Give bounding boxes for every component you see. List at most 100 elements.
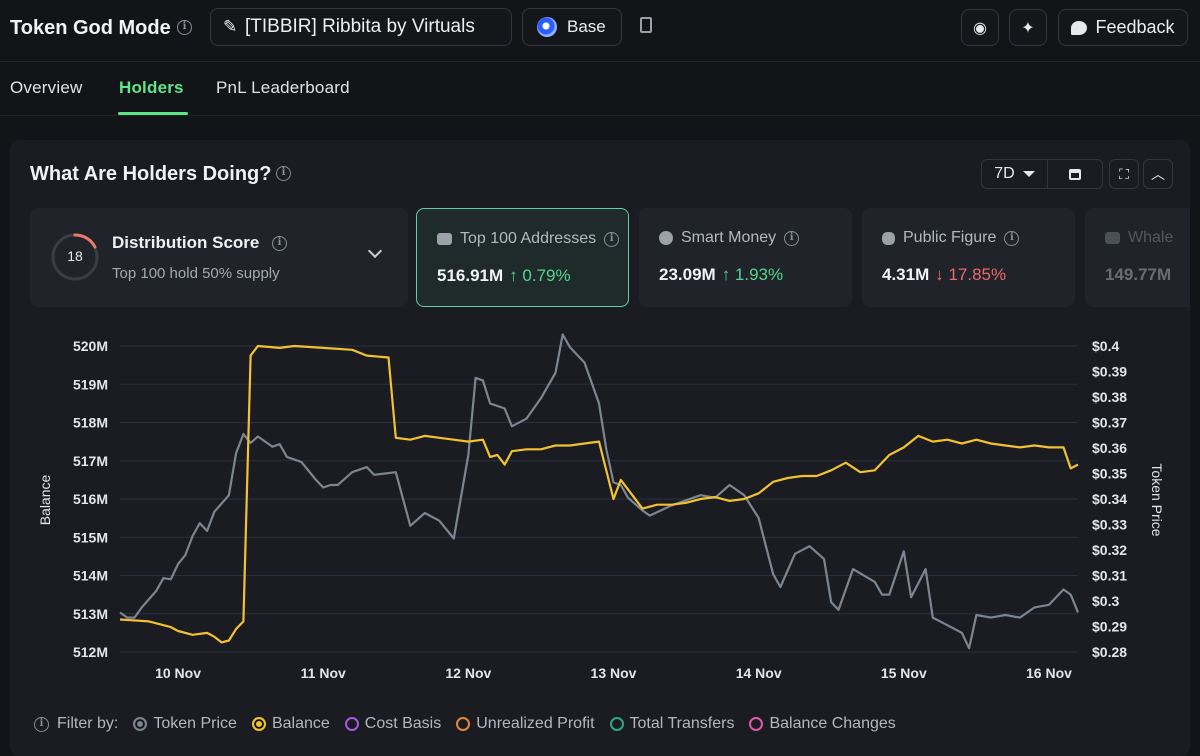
- info-icon[interactable]: i: [177, 20, 192, 35]
- legend: i Filter by: Token Price Balance Cost Basi…: [34, 714, 911, 734]
- collapse-button[interactable]: ︿: [1143, 159, 1173, 189]
- x-tick-label: 13 Nov: [591, 665, 637, 681]
- legend-item[interactable]: Unrealized Profit: [456, 715, 595, 733]
- panel-title: What Are Holders Doing?: [30, 163, 272, 185]
- x-tick-label: 10 Nov: [155, 665, 201, 681]
- tab-bar: Overview Holders PnL Leaderboard: [0, 62, 1200, 116]
- y-tick-label: 514M: [73, 568, 108, 584]
- y2-tick-label: $0.4: [1092, 338, 1119, 354]
- top-bar: Token God Mode i ✎ [TIBBIR] Ribbita by V…: [0, 0, 1200, 62]
- legend-item[interactable]: Total Transfers: [609, 715, 735, 733]
- score-value: 18: [67, 248, 83, 264]
- y2-tick-label: $0.36: [1092, 440, 1127, 456]
- filter-label-text: Filter by:: [57, 715, 119, 732]
- top100-label: Top 100 Addresses: [460, 230, 597, 247]
- card-value: 149.77M: [1105, 265, 1171, 285]
- y-tick-label: 515M: [73, 529, 108, 545]
- distribution-subtitle: Top 100 hold 50% supply: [112, 265, 280, 282]
- y-axis-title: Balance: [37, 474, 53, 525]
- y2-axis-title: Token Price: [1149, 463, 1165, 536]
- public-figure-card[interactable]: Public Figure i 4.31M ↓ 17.85%: [862, 208, 1075, 307]
- tab-overview[interactable]: Overview: [10, 78, 83, 97]
- chevron-down-icon[interactable]: [367, 243, 383, 259]
- chat-icon: [1071, 20, 1088, 35]
- expand-icon: ⛶: [1119, 165, 1129, 182]
- caret-down-icon: [1022, 171, 1035, 177]
- legend-label: Total Transfers: [629, 715, 735, 732]
- range-dropdown[interactable]: 7D: [982, 160, 1048, 188]
- x-tick-label: 15 Nov: [881, 665, 927, 681]
- top100-card[interactable]: Top 100 Addresses i 516.91M ↑ 0.79%: [416, 208, 629, 307]
- legend-item[interactable]: Balance Changes: [749, 715, 896, 733]
- chain-selector[interactable]: Base: [522, 8, 622, 46]
- legend-label: Balance: [271, 715, 330, 732]
- smart-money-value: 23.09M: [659, 265, 716, 284]
- y2-tick-label: $0.39: [1092, 364, 1127, 380]
- fullscreen-button[interactable]: ⛶: [1109, 159, 1139, 189]
- legend-dot: [456, 717, 471, 731]
- token-selector[interactable]: ✎ [TIBBIR] Ribbita by Virtuals: [210, 8, 512, 46]
- token-name: [TIBBIR] Ribbita by Virtuals: [245, 16, 475, 37]
- y2-tick-label: $0.33: [1092, 517, 1127, 533]
- chain-name: Base: [567, 17, 606, 36]
- calendar-button[interactable]: [1048, 160, 1102, 188]
- score-ring: [51, 233, 99, 281]
- calendar-icon: [1069, 168, 1081, 180]
- x-tick-label: 11 Nov: [301, 665, 346, 681]
- info-icon[interactable]: i: [784, 230, 800, 246]
- tab-pnl-leaderboard[interactable]: PnL Leaderboard: [216, 78, 350, 97]
- pin-button[interactable]: ✦: [1009, 9, 1047, 46]
- copy-icon[interactable]: [640, 17, 652, 33]
- info-icon[interactable]: i: [604, 231, 620, 247]
- distribution-score-card[interactable]: 18 Distribution Score i Top 100 hold 50%…: [30, 208, 408, 307]
- card-label: Smart Money i: [659, 229, 800, 247]
- y2-tick-label: $0.3: [1092, 593, 1119, 609]
- info-icon[interactable]: i: [1004, 230, 1020, 246]
- smart-money-change: ↑ 1.93%: [721, 265, 784, 284]
- legend-item[interactable]: Balance: [251, 715, 330, 733]
- legend-dot: [344, 717, 359, 731]
- legend-item[interactable]: Token Price: [133, 715, 237, 733]
- legend-label: Balance Changes: [769, 715, 896, 732]
- whale-icon: [1105, 232, 1120, 244]
- y2-tick-label: $0.29: [1092, 619, 1127, 635]
- holders-panel: What Are Holders Doing? i 7D ⛶ ︿ 18 Dist…: [10, 140, 1190, 756]
- y2-tick-label: $0.38: [1092, 389, 1127, 405]
- y-tick-label: 519M: [73, 376, 108, 392]
- y-tick-label: 517M: [73, 453, 108, 469]
- balance-series-line: [119, 344, 1079, 644]
- info-icon[interactable]: i: [276, 166, 291, 181]
- feedback-button[interactable]: Feedback: [1058, 9, 1188, 46]
- info-icon[interactable]: i: [34, 716, 49, 732]
- top100-value: 516.91M: [437, 266, 504, 285]
- y-tick-label: 513M: [73, 606, 108, 622]
- y-tick-label: 518M: [73, 415, 108, 431]
- eye-icon: ◉: [973, 19, 987, 37]
- public-figure-change: ↓ 17.85%: [935, 265, 1007, 284]
- pin-icon: ✦: [1021, 19, 1035, 37]
- legend-label: Cost Basis: [364, 715, 442, 732]
- smart-money-icon: [659, 231, 673, 245]
- legend-dot: [609, 717, 624, 731]
- y-tick-label: 512M: [73, 644, 108, 660]
- smart-money-label: Smart Money: [681, 229, 777, 246]
- range-selector[interactable]: 7D: [981, 159, 1103, 189]
- y2-tick-label: $0.35: [1092, 466, 1127, 482]
- public-figure-icon: [882, 231, 895, 245]
- tab-holders[interactable]: Holders: [119, 78, 184, 97]
- y2-tick-label: $0.37: [1092, 415, 1127, 431]
- info-icon[interactable]: i: [272, 236, 287, 251]
- holders-chart[interactable]: 512M 513M 514M 515M 516M 517M 518M 519M 520M $0.…: [0, 320, 1200, 690]
- y-tick-label: 516M: [73, 491, 108, 507]
- legend-item[interactable]: Cost Basis: [344, 715, 442, 733]
- legend-dot: [749, 717, 764, 731]
- active-tab-indicator: [118, 112, 188, 115]
- watch-button[interactable]: ◉: [961, 9, 999, 46]
- public-figure-label: Public Figure: [903, 229, 997, 246]
- legend-label: Unrealized Profit: [476, 715, 595, 732]
- base-chain-icon: [537, 17, 557, 37]
- smart-money-card[interactable]: Smart Money i 23.09M ↑ 1.93%: [639, 208, 852, 307]
- whale-card[interactable]: Whale 149.77M: [1085, 208, 1190, 307]
- card-label: Top 100 Addresses i: [437, 230, 620, 248]
- whale-label: Whale: [1128, 229, 1174, 246]
